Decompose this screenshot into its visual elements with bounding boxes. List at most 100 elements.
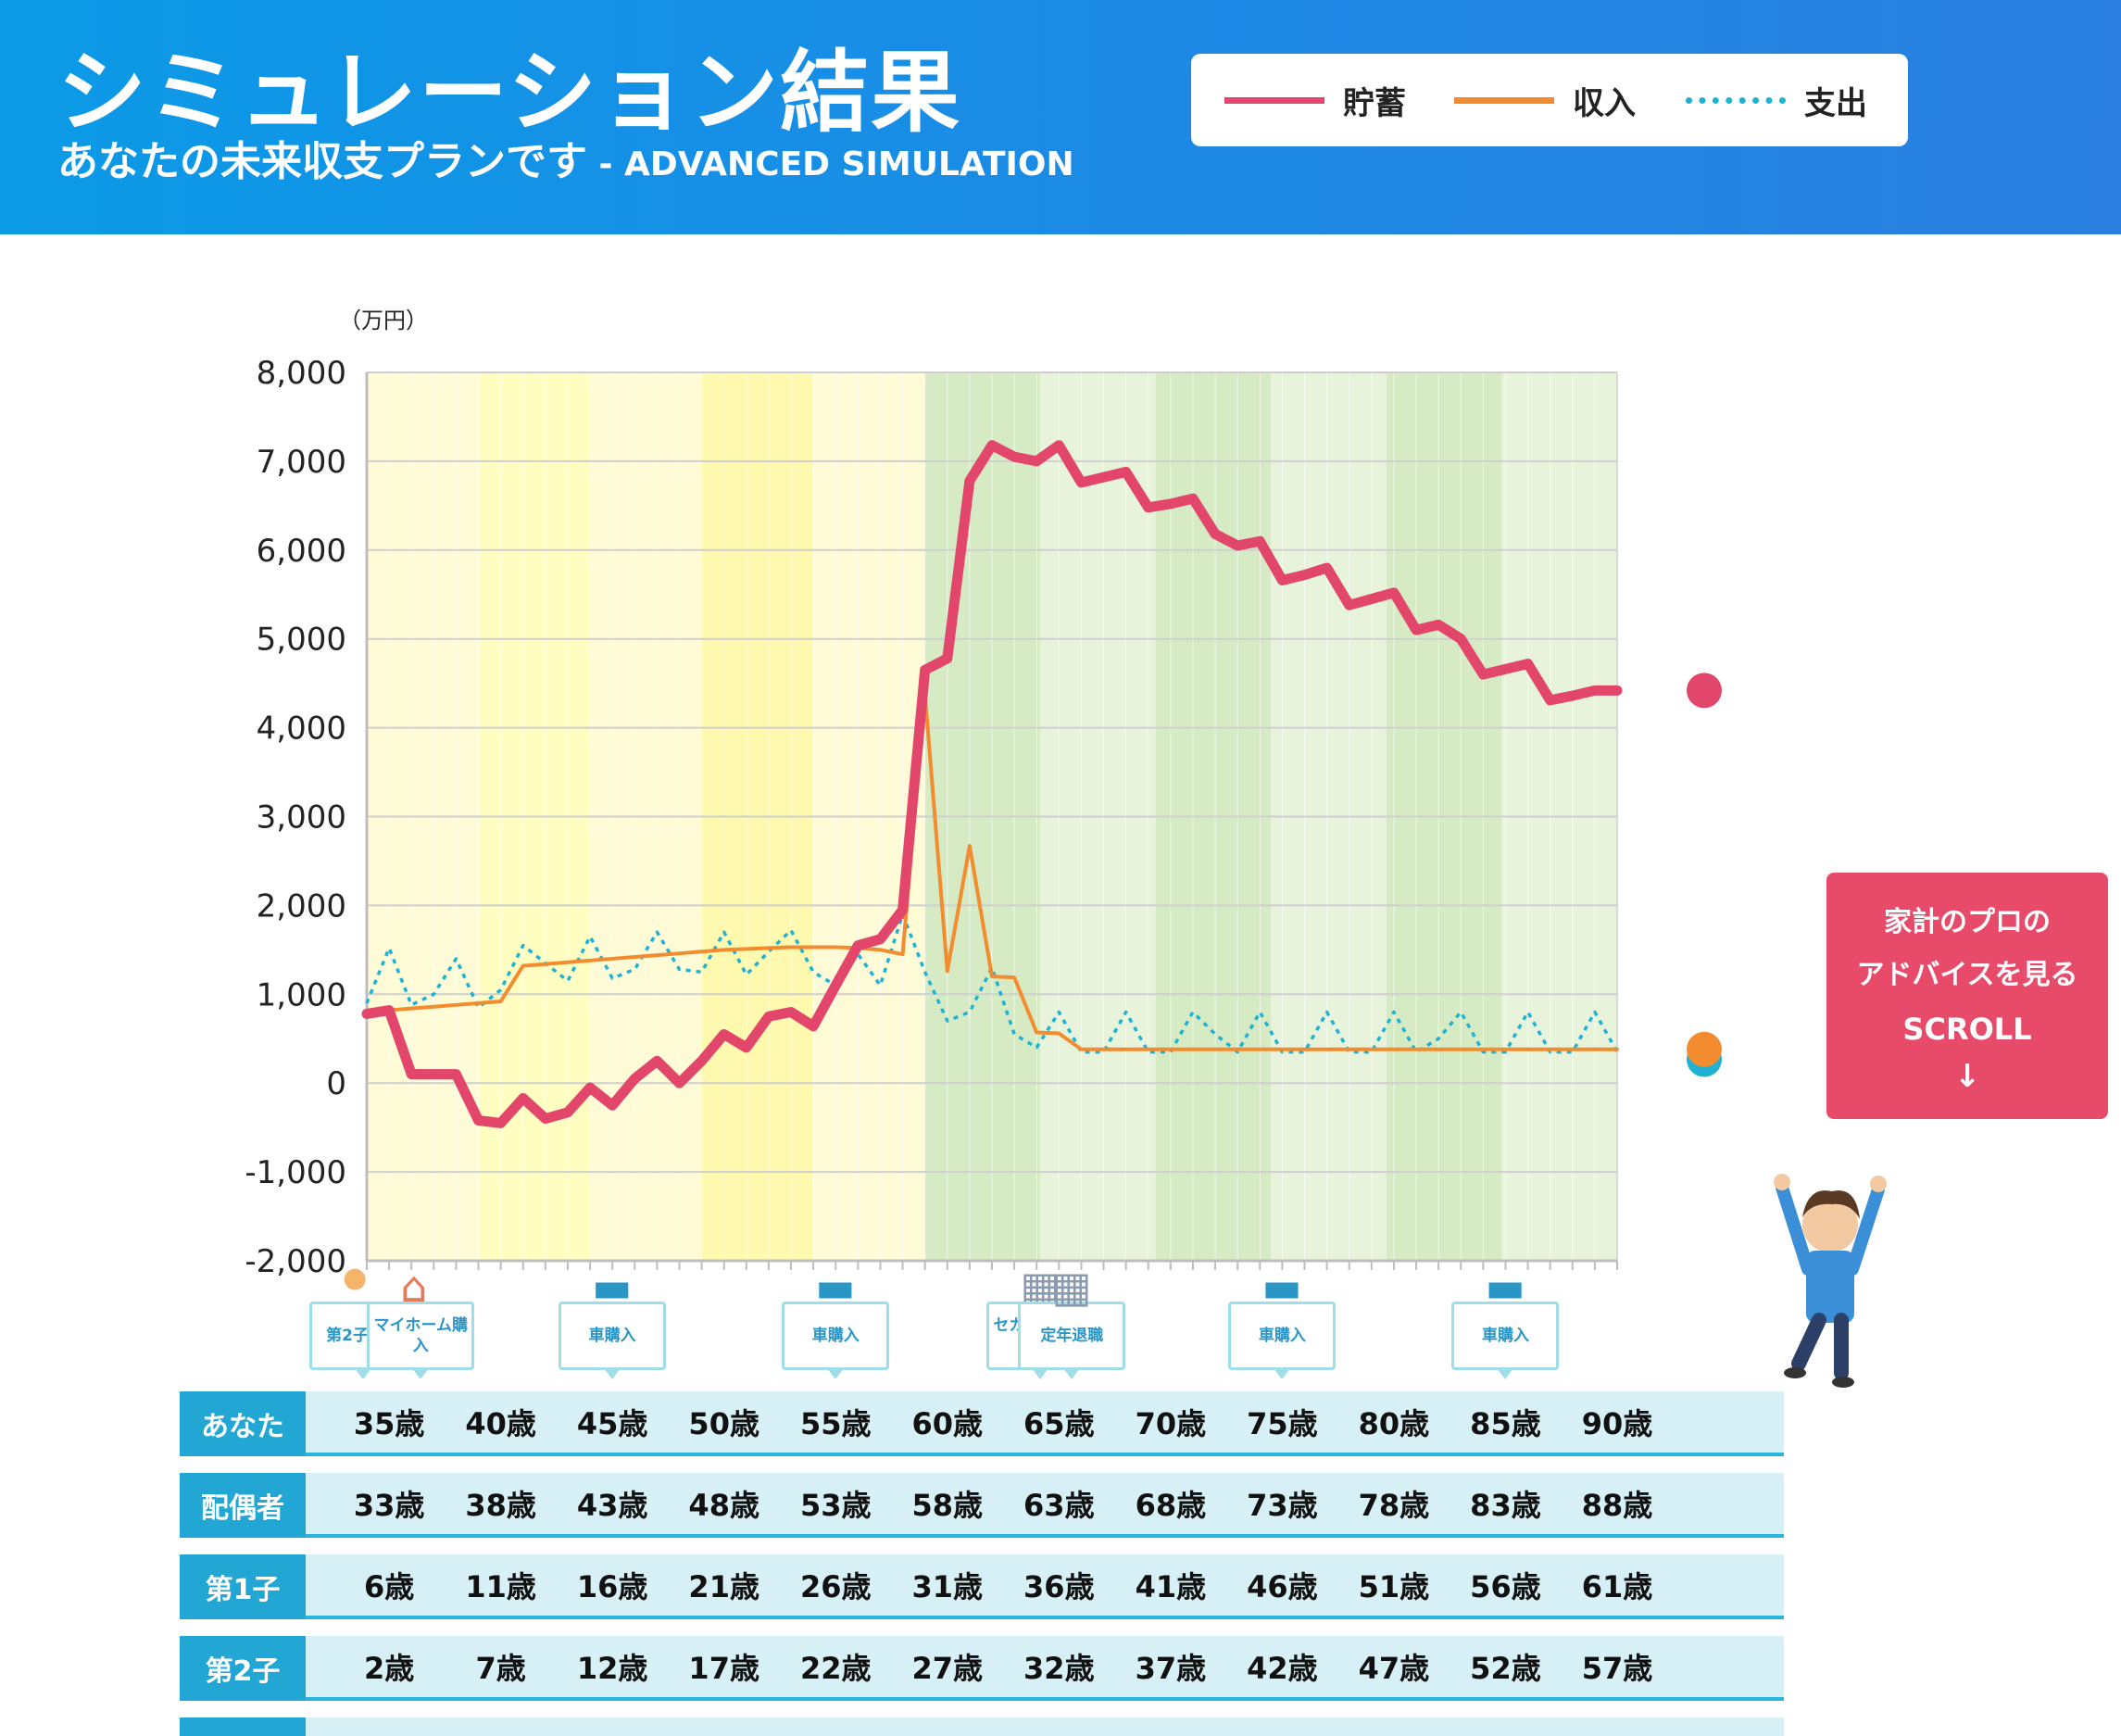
building-icon: ▦ [1051,1262,1092,1312]
legend-label-savings: 貯蓄 [1343,84,1406,122]
age-row: 第1子 6歳 11歳 16歳 21歳 26歳 31歳 36歳 41歳 46歳 51歳 56歳 61歳 [180,1554,1784,1619]
down-arrow-icon: ↓ [1953,1058,1981,1095]
y-tick-label: 6,000 [257,533,346,570]
scroll-box-line2: アドバイスを見る [1856,959,2078,992]
page-title: シミュレーション結果 [57,41,962,145]
age-row-partial [180,1717,1784,1736]
age-row-label: 第1子 [180,1554,306,1619]
y-tick-label: 8,000 [257,355,346,392]
simulation-chart: 8,000 7,000 6,000 5,000 4,000 3,000 2,000 1,000… [245,308,1722,1280]
y-tick-label: -2,000 [245,1243,346,1280]
age-cell: 68歳 [1135,1488,1207,1523]
subtitle-en: - ADVANCED SIMULATION [587,145,1074,183]
event-badge[interactable]: 車購入 [782,1302,890,1379]
age-cell: 41歳 [1135,1569,1207,1604]
age-cell: 61歳 [1581,1569,1653,1604]
legend-item-income: 収入 [1454,54,1636,146]
advice-scroll-button[interactable]: 家計のプロの アドバイスを見る SCROLL ↓ [1826,873,2108,1119]
end-marker-income [1687,1031,1722,1067]
chart-series-lines [361,440,1623,1128]
age-cell: 33歳 [353,1488,425,1523]
age-row-label-partial [180,1717,306,1736]
y-tick-label: 3,000 [257,799,346,837]
car-icon: ▬ [1261,1262,1302,1312]
car-icon: ▬ [592,1262,633,1312]
age-cell: 6歳 [363,1569,415,1604]
age-cell: 38歳 [465,1488,536,1523]
end-marker-savings [1687,673,1722,709]
y-axis-unit-label: （万円） [339,308,428,333]
y-axis-ticks: 8,000 7,000 6,000 5,000 4,000 3,000 2,000 1,000… [245,355,346,1280]
event-badge[interactable]: 車購入 [1228,1302,1337,1379]
y-tick-label: 5,000 [257,622,346,659]
age-cell: 11歳 [465,1569,536,1604]
age-cell: 63歳 [1023,1488,1095,1523]
age-cell: 43歳 [576,1488,648,1523]
age-cell: 65歳 [1023,1406,1095,1441]
age-cell: 47歳 [1358,1651,1430,1686]
car-icon: ▬ [815,1262,856,1312]
age-row: あなた 35歳 40歳 45歳 50歳 55歳 60歳 65歳 70歳 75歳 80歳 85歳 90歳 [180,1391,1784,1456]
event-badge[interactable]: マイホーム購入 [367,1302,475,1379]
y-tick-label: 7,000 [257,444,346,481]
header: シミュレーション結果 あなたの未来収支プランです - ADVANCED SIMU… [0,0,2121,234]
age-cell: 32歳 [1023,1651,1095,1686]
age-cell: 58歳 [911,1488,984,1523]
age-cell: 55歳 [799,1406,872,1441]
event-badge[interactable]: 定年退職 [1018,1302,1126,1379]
age-cell: 12歳 [576,1651,648,1686]
age-cell: 57歳 [1581,1651,1653,1686]
chart-legend: 貯蓄 収入 支出 [1191,54,1908,146]
age-cell: 31歳 [911,1569,984,1604]
event-badge[interactable]: 車購入 [1451,1302,1560,1379]
y-tick-label: 0 [326,1065,346,1102]
age-row-label: 配偶者 [180,1473,306,1538]
y-tick-label: 1,000 [257,976,346,1013]
age-cell: 22歳 [799,1651,872,1686]
age-cell: 53歳 [799,1488,872,1523]
age-cell: 83歳 [1470,1488,1541,1523]
scroll-box-line1: 家計のプロの [1884,906,2051,939]
legend-item-savings: 貯蓄 [1224,54,1406,146]
legend-swatch-expense [1686,96,1786,104]
series-line-expense [365,912,1619,1054]
scroll-box-line3: SCROLL [1902,1012,2032,1048]
legend-item-expense: 支出 [1686,54,1867,146]
age-cell: 51歳 [1358,1569,1430,1604]
age-cell: 16歳 [576,1569,648,1604]
age-cell: 2歳 [363,1651,415,1686]
age-cell: 17歳 [688,1651,759,1686]
age-cell: 36歳 [1023,1569,1095,1604]
event-badge[interactable]: 車購入 [558,1302,667,1379]
age-cell: 56歳 [1470,1569,1541,1604]
house-icon: ⌂ [400,1262,428,1312]
age-row-label: あなた [180,1391,306,1456]
age-cell: 45歳 [576,1406,648,1441]
person-icon: ● [343,1262,368,1294]
age-cell: 90歳 [1581,1406,1653,1441]
y-tick-label: -1,000 [245,1154,346,1191]
age-cell: 75歳 [1247,1406,1318,1441]
age-cell: 42歳 [1247,1651,1318,1686]
legend-label-income: 収入 [1573,84,1636,122]
age-cell: 48歳 [688,1488,759,1523]
mascot-illustration [1774,1174,1887,1388]
series-line-savings [361,440,1623,1128]
age-row: 第2子 2歳 7歳 12歳 17歳 22歳 27歳 32歳 37歳 42歳 47歳 52歳 57歳 [180,1636,1784,1701]
age-cell: 26歳 [799,1569,872,1604]
legend-label-expense: 支出 [1804,84,1867,122]
y-tick-label: 4,000 [257,711,346,748]
age-cell: 40歳 [465,1406,536,1441]
age-cell: 70歳 [1135,1406,1207,1441]
page-subtitle: あなたの未来収支プランです - ADVANCED SIMULATION [57,128,1074,187]
age-cell: 85歳 [1470,1406,1541,1441]
chart-gridlines [365,371,1618,1270]
age-cell: 7歳 [475,1651,526,1686]
age-cell: 46歳 [1247,1569,1318,1604]
legend-swatch-savings [1224,96,1324,104]
age-cell: 73歳 [1247,1488,1318,1523]
age-cell: 37歳 [1135,1651,1207,1686]
age-cell: 88歳 [1581,1488,1653,1523]
chart-end-markers [1687,673,1722,1077]
age-cell: 52歳 [1470,1651,1541,1686]
